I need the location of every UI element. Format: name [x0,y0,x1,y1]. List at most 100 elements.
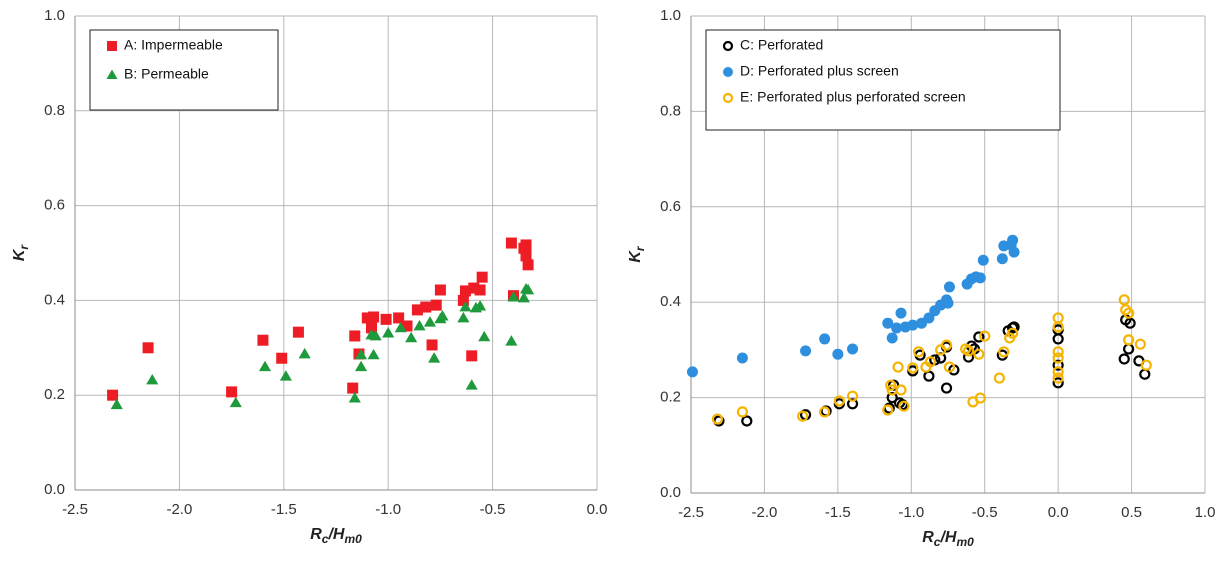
x-tick-label: -0.5 [972,504,998,521]
marker [973,331,985,343]
marker [405,331,418,343]
y-tick-label: 0.6 [44,197,65,214]
marker [736,406,749,418]
y-tick-label: 0.4 [44,291,65,308]
x-tick-label: 0.0 [587,501,608,518]
marker [996,253,1008,265]
chart: 0.0 0.2 0.4 0.6 0.8 1.0 -2.5 -2.0 -1.5 -1.0 -0.5 0.… [11,7,607,546]
marker [393,312,405,324]
marker [380,313,392,325]
marker [368,311,380,323]
legend-label: D: Perforated plus screen [740,63,899,79]
marker [476,271,488,283]
marker [355,360,368,372]
marker [258,360,272,372]
marker [505,237,517,249]
marker [257,334,269,346]
marker [276,352,288,364]
marker [924,356,936,368]
y-axis-label-part: K [627,250,644,263]
marker [833,395,845,407]
marker [1118,353,1130,365]
x-tick-label: -1.5 [271,501,297,518]
x-tick-label: 1.0 [1195,504,1216,521]
marker [686,366,698,378]
marker [505,335,518,346]
marker [722,40,734,52]
marker [892,361,904,373]
marker [973,348,985,360]
y-tick-label: 1.0 [44,7,65,24]
marker [426,339,438,351]
marker [465,379,478,390]
legend-label: E: Perforated plus perforated screen [740,89,966,105]
marker [723,67,733,77]
x-axis-label: Rc/Hm0 [310,526,362,546]
marker [420,301,432,313]
marker [1052,372,1064,384]
marker [520,250,532,262]
marker [741,415,753,427]
legend: C: Perforated D: Perforated plus screen E:… [705,29,1061,131]
series [713,314,1151,427]
marker [474,284,486,296]
marker [382,327,395,338]
series [686,234,1020,378]
chart: 0.0 0.2 0.4 0.6 0.8 1.0 -2.5 -2.0 -1.5 -1.0 -0.5 0.… [627,7,1215,549]
marker [347,382,359,394]
marker [736,352,748,364]
marker [800,345,812,357]
marker [943,361,956,373]
marker [146,373,159,385]
marker [226,386,238,398]
marker [517,291,530,303]
marker [1118,294,1130,306]
marker [974,272,986,284]
marker [942,297,954,309]
marker [882,404,894,416]
marker [962,345,975,357]
marker [886,332,898,344]
marker [365,322,377,334]
x-tick-label: -0.5 [480,501,506,518]
marker [885,379,897,391]
y-axis-label: Kr [11,244,31,262]
y-tick-label: 1.0 [660,7,681,24]
marker [107,41,117,51]
marker [142,342,154,354]
marker [348,391,361,403]
marker [940,382,953,394]
x-axis-label-subscript: c [322,532,329,546]
marker [106,69,118,79]
x-tick-label: 0.0 [1048,504,1069,521]
marker [1052,377,1064,389]
legend: A: Impermeable B: Permeable [89,29,279,111]
x-axis-label-subscript: m0 [956,535,974,549]
x-axis-label: Rc/Hm0 [922,529,974,549]
marker [466,350,478,362]
marker [896,399,909,411]
marker [907,319,919,331]
legend-label: C: Perforated [740,37,823,53]
marker [1008,246,1020,258]
marker [430,299,442,311]
x-tick-label: -1.0 [898,504,924,521]
marker [474,300,487,311]
marker [940,339,953,351]
marker [819,406,831,418]
marker [846,390,859,402]
marker [107,389,119,401]
marker [846,398,859,410]
marker [457,311,470,323]
y-axis-label: Kr [627,245,647,263]
x-tick-label: -2.0 [751,504,777,521]
marker [1052,359,1064,371]
marker [913,346,925,358]
legend-box [705,29,1061,131]
y-tick-label: 0.8 [44,102,65,119]
y-tick-label: 0.2 [660,389,681,406]
marker [1140,359,1152,371]
y-axis-label-subscript: r [633,245,647,251]
legend-label: A: Impermeable [124,37,223,53]
